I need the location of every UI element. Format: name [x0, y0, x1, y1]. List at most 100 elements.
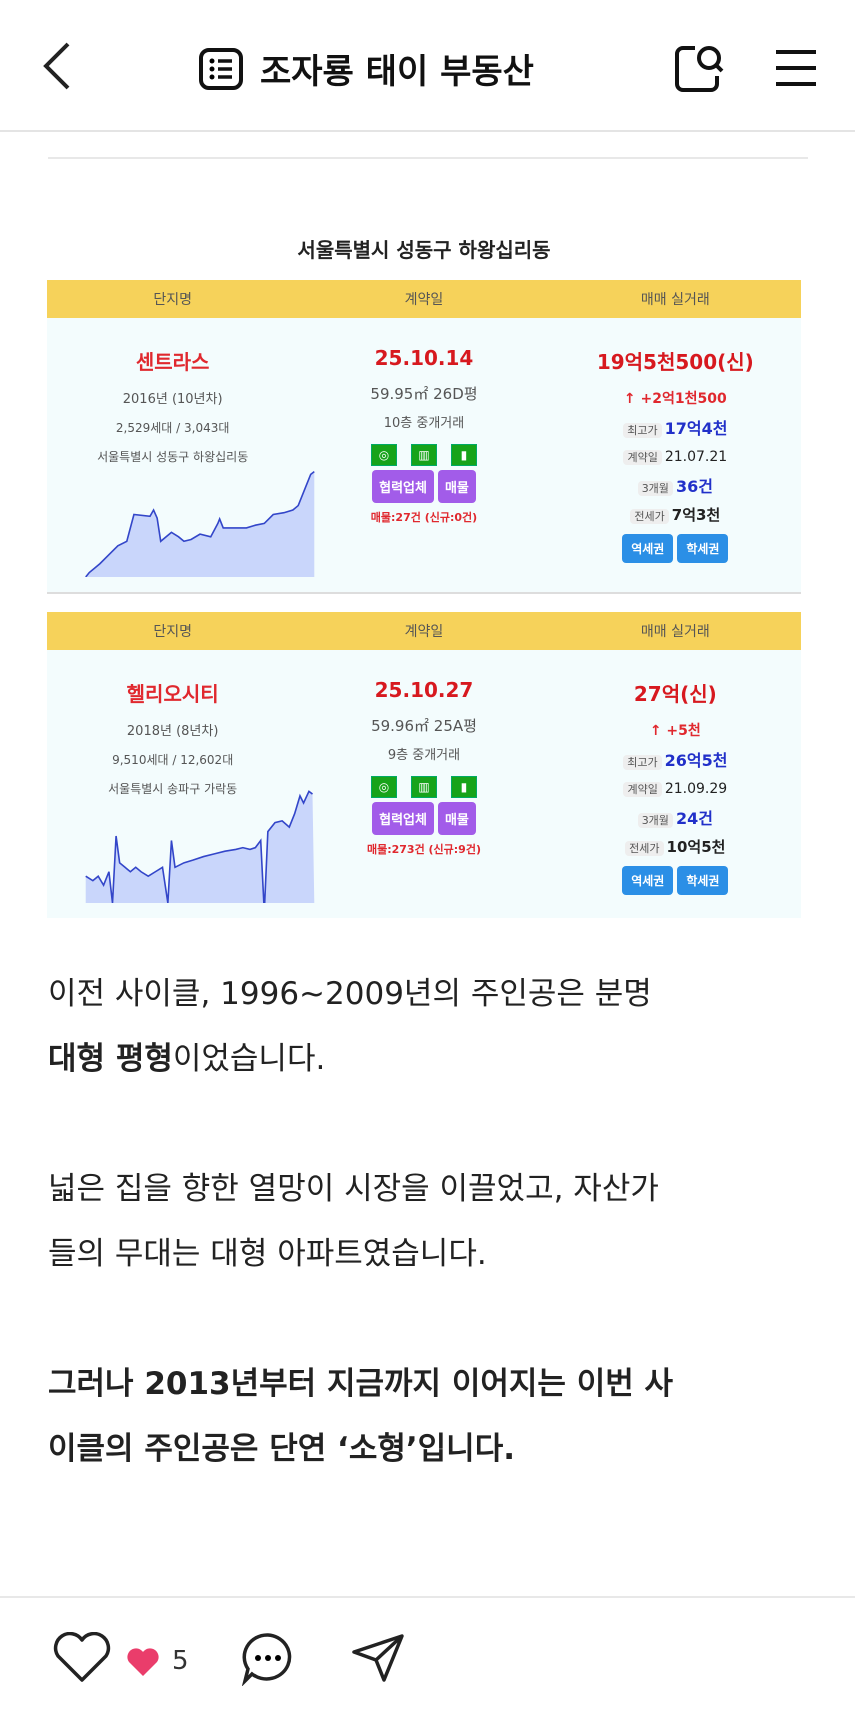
- area: 59.95㎡ 26D평: [370, 385, 478, 403]
- text: 들의 무대는 대형 아파트였습니다.: [48, 1236, 487, 1272]
- sale-price: 27억(신): [633, 682, 717, 706]
- jeonse-price: 10억5천: [666, 838, 726, 856]
- text: 넓은 집을 향한 열망이 시장을 이끌었고, 자산가: [48, 1171, 659, 1207]
- price-trend-sparkline: [85, 790, 315, 903]
- column-header: 계약일: [404, 292, 444, 308]
- max-price: 17억4천: [664, 419, 728, 438]
- contract-column: 25.10.27 59.96㎡ 25A평 9층 중개거래 ◎ ▥ ▮ 협력업체 매물 …: [298, 650, 549, 918]
- column-header: 단지명: [153, 292, 192, 308]
- sparkline-line: [85, 471, 315, 577]
- label: 전세가: [625, 841, 664, 856]
- label: 계약일: [623, 782, 662, 797]
- label: 전세가: [630, 509, 669, 524]
- sparkline-area: [85, 791, 315, 903]
- units: 2,529세대 / 3,043대: [115, 421, 230, 435]
- page-title: 조자룡 태이 부동산: [260, 52, 534, 92]
- apartment-info-image: 서울특별시 성동구 하왕십리동 단지명 계약일 매매 실거래 센트라스 2016…: [47, 222, 801, 918]
- label: 계약일: [623, 450, 662, 465]
- price-change: ↑ +5천: [649, 723, 701, 739]
- listing-count: 매물:27건 (신규:0건): [370, 511, 478, 524]
- table-row: 센트라스 2016년 (10년차) 2,529세대 / 3,043대 서울특별시…: [47, 318, 801, 594]
- column-header: 매매 실거래: [640, 292, 710, 308]
- three-month-count: 24건: [675, 809, 713, 828]
- column-header: 계약일: [404, 624, 444, 640]
- chart-icon[interactable]: ▮: [450, 444, 477, 466]
- contract-date: 25.10.27: [374, 678, 474, 702]
- heart-outline-icon[interactable]: [52, 1632, 112, 1684]
- units: 9,510세대 / 12,602대: [112, 753, 234, 767]
- back-icon[interactable]: [38, 40, 78, 92]
- board-list-icon: [199, 47, 243, 90]
- map-icon[interactable]: ▥: [410, 776, 437, 798]
- search-icon[interactable]: [673, 42, 725, 94]
- listing-button[interactable]: 매물: [437, 802, 476, 835]
- complex-column: 헬리오시티 2018년 (8년차) 9,510세대 / 12,602대 서울특별…: [47, 650, 315, 918]
- paragraph-3: 그러나 2013년부터 지금까지 이어지는 이번 사 이클의 주인공은 단연 ‘…: [48, 1352, 818, 1482]
- bold-text: 대형 평형: [48, 1041, 173, 1077]
- complex-name[interactable]: 센트라스: [135, 350, 210, 374]
- price-column: 27억(신) ↑ +5천 최고가 26억5천 계약일 21.09.29 3개월 24건…: [550, 650, 801, 918]
- label: 3개월: [637, 813, 673, 828]
- street-view-icon[interactable]: ◎: [370, 444, 397, 466]
- area: 59.96㎡ 25A평: [371, 717, 477, 735]
- like-count: 5: [172, 1646, 189, 1676]
- text: 그러나 2013년부터 지금까지 이어지는 이번 사: [48, 1366, 674, 1402]
- label: 최고가: [623, 755, 662, 770]
- text: 이클의 주인공은 단연 ‘소형’입니다.: [48, 1431, 515, 1467]
- contract-date: 25.10.14: [374, 346, 474, 370]
- label: 최고가: [623, 423, 662, 438]
- top-bar: 조자룡 태이 부동산: [0, 0, 855, 132]
- divider: [48, 157, 808, 159]
- paragraph-1: 이전 사이클, 1996~2009년의 주인공은 분명 대형 평형이었습니다.: [48, 962, 818, 1092]
- sparkline-line: [85, 790, 313, 903]
- jeonse-price: 7억3천: [671, 506, 721, 524]
- price-change: ↑ +2억1천500: [623, 391, 727, 407]
- max-contract-date: 21.09.29: [664, 781, 728, 797]
- price-trend-sparkline: [85, 471, 315, 577]
- station-area-button[interactable]: 역세권: [622, 866, 674, 895]
- listing-button[interactable]: 매물: [437, 470, 476, 503]
- floor-type: 9층 중개거래: [387, 748, 461, 763]
- text: 이전 사이클, 1996~2009년의 주인공은 분명: [48, 976, 652, 1012]
- address: 서울특별시 성동구 하왕십리동: [97, 450, 249, 464]
- column-header: 매매 실거래: [640, 624, 710, 640]
- heart-filled-icon: [127, 1648, 159, 1676]
- contract-column: 25.10.14 59.95㎡ 26D평 10층 중개거래 ◎ ▥ ▮ 협력업체 매물…: [298, 318, 549, 592]
- chart-icon[interactable]: ▮: [450, 776, 477, 798]
- school-area-button[interactable]: 학세권: [677, 866, 729, 895]
- partner-button[interactable]: 협력업체: [372, 470, 434, 503]
- street-view-icon[interactable]: ◎: [370, 776, 397, 798]
- label: 3개월: [637, 481, 673, 496]
- address: 서울특별시 송파구 가락동: [108, 782, 238, 796]
- menu-icon[interactable]: [774, 48, 818, 88]
- three-month-count: 36건: [675, 477, 713, 496]
- max-price: 26억5천: [664, 751, 728, 770]
- sparkline-area: [85, 471, 315, 577]
- map-icon[interactable]: ▥: [410, 444, 437, 466]
- bottom-action-bar: 5: [0, 1596, 855, 1723]
- floor-type: 10층 중개거래: [383, 416, 465, 431]
- partner-button[interactable]: 협력업체: [372, 802, 434, 835]
- max-contract-date: 21.07.21: [664, 449, 728, 465]
- table-row: 헬리오시티 2018년 (8년차) 9,510세대 / 12,602대 서울특별…: [47, 650, 801, 918]
- station-area-button[interactable]: 역세권: [622, 534, 674, 563]
- paragraph-2: 넓은 집을 향한 열망이 시장을 이끌었고, 자산가 들의 무대는 대형 아파트…: [48, 1157, 818, 1287]
- apartment-table: 단지명 계약일 매매 실거래 센트라스 2016년 (10년차) 2,529세대…: [47, 280, 801, 594]
- share-icon[interactable]: [350, 1632, 406, 1684]
- build-year: 2018년 (8년차): [126, 724, 219, 739]
- apartment-table: 단지명 계약일 매매 실거래 헬리오시티 2018년 (8년차) 9,510세대…: [47, 612, 801, 918]
- price-column: 19억5천500(신) ↑ +2억1천500 최고가 17억4천 계약일 21.07…: [550, 318, 801, 592]
- complex-name[interactable]: 헬리오시티: [126, 682, 219, 706]
- text: 이었습니다.: [172, 1041, 326, 1077]
- complex-column: 센트라스 2016년 (10년차) 2,529세대 / 3,043대 서울특별시…: [47, 318, 315, 592]
- title-area[interactable]: 조자룡 태이 부동산: [198, 44, 534, 93]
- table-header: 단지명 계약일 매매 실거래: [47, 280, 801, 318]
- region-title: 서울특별시 성동구 하왕십리동: [297, 238, 551, 262]
- build-year: 2016년 (10년차): [122, 392, 223, 407]
- school-area-button[interactable]: 학세권: [677, 534, 729, 563]
- sale-price: 19억5천500(신): [596, 350, 754, 374]
- listing-count: 매물:273건 (신규:9건): [366, 843, 481, 856]
- comment-icon[interactable]: [240, 1630, 296, 1686]
- table-header: 단지명 계약일 매매 실거래: [47, 612, 801, 650]
- column-header: 단지명: [153, 624, 192, 640]
